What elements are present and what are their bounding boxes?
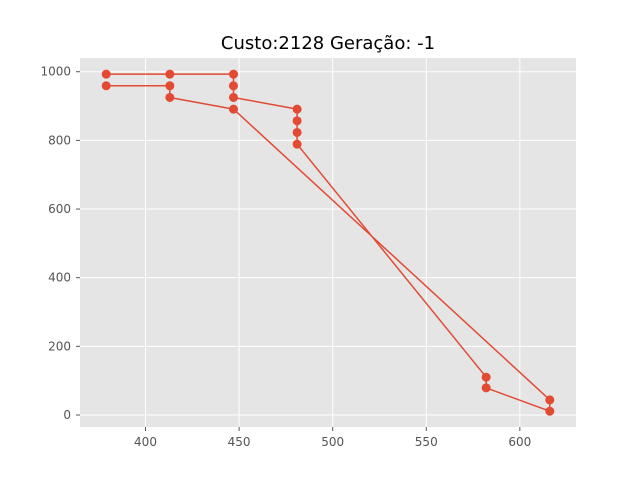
chart-title: Custo:2128 Geração: -1 [221,33,435,54]
data-point [101,81,111,91]
data-point [292,116,302,126]
y-axis: 0 200 400 600 800 1000 [40,65,80,422]
data-point [228,104,238,114]
data-point [292,139,302,149]
y-tick-label: 400 [48,271,71,285]
plot-background [80,58,576,427]
x-tick-label: 500 [321,435,344,449]
data-point [228,81,238,91]
y-tick-label: 1000 [40,65,71,79]
data-point [165,69,175,79]
x-tick-label: 600 [508,435,531,449]
x-axis: 400 450 500 550 600 [134,427,531,449]
data-point [545,406,555,416]
data-point [228,69,238,79]
data-point [165,81,175,91]
data-point [228,92,238,102]
grid-layer [80,58,576,427]
series-layer [101,69,555,416]
data-point [292,104,302,114]
data-point [481,383,491,393]
data-point [481,372,491,382]
y-tick-label: 0 [63,408,71,422]
data-point [165,92,175,102]
data-point [101,69,111,79]
x-tick-label: 400 [134,435,157,449]
x-tick-label: 450 [228,435,251,449]
data-point [292,127,302,137]
y-tick-label: 200 [48,339,71,353]
x-tick-label: 550 [415,435,438,449]
y-tick-label: 600 [48,202,71,216]
data-point [545,395,555,405]
y-tick-label: 800 [48,133,71,147]
